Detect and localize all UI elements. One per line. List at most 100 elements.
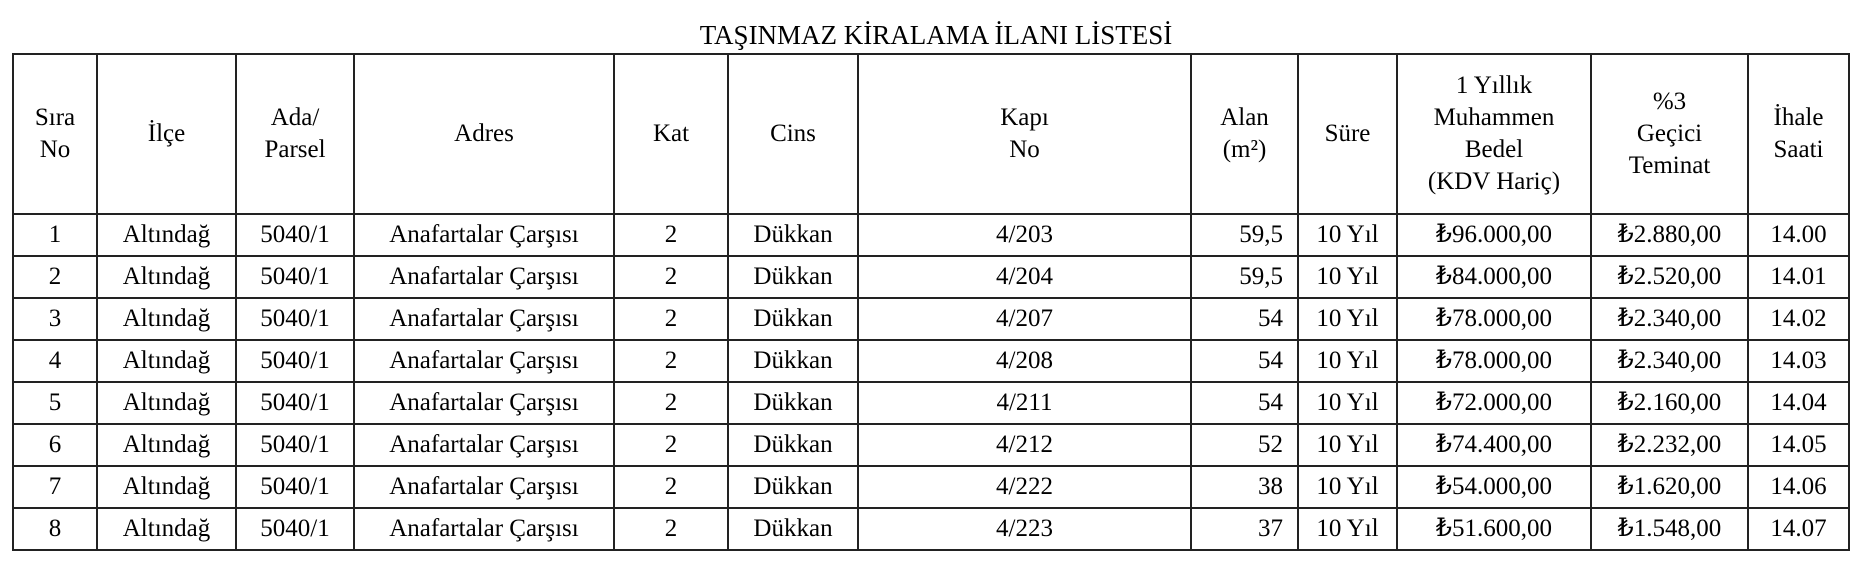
- column-header-cins: Cins: [727, 53, 859, 215]
- cell-ilce: Altındağ: [96, 507, 237, 551]
- cell-ihale-saati: 14.07: [1747, 507, 1850, 551]
- cell-alan: 37: [1190, 507, 1299, 551]
- header-text-line: (m²): [1222, 136, 1267, 163]
- cell-ada-parsel: 5040/1: [235, 507, 355, 551]
- cell-sira-no: 3: [12, 297, 98, 341]
- header-text-line: Ada/: [270, 104, 320, 131]
- header-text-line: Sıra: [34, 104, 76, 131]
- cell-ada-parsel: 5040/1: [235, 339, 355, 383]
- cell-gecici-teminat: ₺1.620,00: [1590, 465, 1749, 509]
- column-header-ihale-saati: İhale Saati: [1747, 53, 1850, 215]
- cell-adres: Anafartalar Çarşısı: [353, 381, 615, 425]
- cell-kapi-no: 4/223: [857, 507, 1192, 551]
- cell-muhammen-bedel: ₺78.000,00: [1396, 339, 1592, 383]
- column-header-kapi-no: Kapı No: [857, 53, 1192, 215]
- cell-sira-no: 5: [12, 381, 98, 425]
- cell-alan: 54: [1190, 339, 1299, 383]
- column-header-alan: Alan (m²): [1190, 53, 1299, 215]
- cell-kat: 2: [613, 507, 729, 551]
- cell-kat: 2: [613, 255, 729, 299]
- document-title: TAŞINMAZ KİRALAMA İLANI LİSTESİ: [699, 20, 1173, 50]
- cell-ihale-saati: 14.06: [1747, 465, 1850, 509]
- column-header-sure: Süre: [1297, 53, 1398, 215]
- cell-sure: 10 Yıl: [1297, 465, 1398, 509]
- cell-alan: 59,5: [1190, 255, 1299, 299]
- cell-kapi-no: 4/203: [857, 213, 1192, 257]
- cell-cins: Dükkan: [727, 381, 859, 425]
- cell-kapi-no: 4/208: [857, 339, 1192, 383]
- header-text-line: Cins: [770, 120, 816, 147]
- cell-adres: Anafartalar Çarşısı: [353, 507, 615, 551]
- cell-sira-no: 6: [12, 423, 98, 467]
- cell-muhammen-bedel: ₺84.000,00: [1396, 255, 1592, 299]
- column-header-kat: Kat: [613, 53, 729, 215]
- column-header-muhammen-bedel: 1 Yıllık Muhammen Bedel (KDV Hariç): [1396, 53, 1592, 215]
- column-header-gecici-teminat: %3 Geçici Teminat: [1590, 53, 1749, 215]
- header-text-line: Kat: [652, 120, 690, 147]
- header-text-line: İlçe: [147, 120, 186, 147]
- cell-ada-parsel: 5040/1: [235, 297, 355, 341]
- cell-kat: 2: [613, 423, 729, 467]
- cell-sira-no: 4: [12, 339, 98, 383]
- cell-muhammen-bedel: ₺96.000,00: [1396, 213, 1592, 257]
- header-text-line: (KDV Hariç): [1427, 168, 1561, 195]
- cell-ada-parsel: 5040/1: [235, 381, 355, 425]
- cell-sira-no: 1: [12, 213, 98, 257]
- cell-kat: 2: [613, 213, 729, 257]
- cell-ada-parsel: 5040/1: [235, 213, 355, 257]
- cell-adres: Anafartalar Çarşısı: [353, 297, 615, 341]
- cell-cins: Dükkan: [727, 339, 859, 383]
- cell-kapi-no: 4/212: [857, 423, 1192, 467]
- header-text-line: Saati: [1773, 136, 1824, 163]
- cell-alan: 52: [1190, 423, 1299, 467]
- header-row: Sıra No İlçe Ada/Parsel Adres Kat Cins Kapı No Al…: [12, 53, 1850, 215]
- cell-sure: 10 Yıl: [1297, 423, 1398, 467]
- table-row: 4 Altındağ 5040/1 Anafartalar Çarşısı 2 Dükka…: [12, 339, 1850, 383]
- cell-muhammen-bedel: ₺51.600,00: [1396, 507, 1592, 551]
- table-row: 3 Altındağ 5040/1 Anafartalar Çarşısı 2 Dükka…: [12, 297, 1850, 341]
- cell-alan: 54: [1190, 297, 1299, 341]
- cell-sure: 10 Yıl: [1297, 255, 1398, 299]
- header-text-line: No: [39, 136, 71, 163]
- cell-adres: Anafartalar Çarşısı: [353, 213, 615, 257]
- header-text-line: Kapı: [1000, 104, 1049, 131]
- cell-gecici-teminat: ₺2.340,00: [1590, 339, 1749, 383]
- cell-ihale-saati: 14.04: [1747, 381, 1850, 425]
- cell-gecici-teminat: ₺1.548,00: [1590, 507, 1749, 551]
- cell-ilce: Altındağ: [96, 465, 237, 509]
- cell-ilce: Altındağ: [96, 423, 237, 467]
- cell-ada-parsel: 5040/1: [235, 465, 355, 509]
- column-header-adres: Adres: [353, 53, 615, 215]
- cell-muhammen-bedel: ₺54.000,00: [1396, 465, 1592, 509]
- cell-kat: 2: [613, 381, 729, 425]
- cell-ilce: Altındağ: [96, 213, 237, 257]
- header-text-line: Bedel: [1464, 136, 1524, 163]
- header-text-line: %3: [1652, 88, 1687, 115]
- header-text-line: Adres: [454, 120, 514, 147]
- cell-ihale-saati: 14.02: [1747, 297, 1850, 341]
- cell-sure: 10 Yıl: [1297, 213, 1398, 257]
- cell-ilce: Altındağ: [96, 255, 237, 299]
- header-text-line: Muhammen: [1433, 104, 1555, 131]
- table-row: 1 Altındağ 5040/1 Anafartalar Çarşısı 2 Dükka…: [12, 213, 1850, 257]
- cell-cins: Dükkan: [727, 213, 859, 257]
- cell-ilce: Altındağ: [96, 297, 237, 341]
- cell-gecici-teminat: ₺2.520,00: [1590, 255, 1749, 299]
- cell-alan: 54: [1190, 381, 1299, 425]
- cell-ihale-saati: 14.01: [1747, 255, 1850, 299]
- cell-alan: 59,5: [1190, 213, 1299, 257]
- cell-adres: Anafartalar Çarşısı: [353, 423, 615, 467]
- cell-kapi-no: 4/222: [857, 465, 1192, 509]
- header-text-line: Süre: [1324, 120, 1371, 147]
- cell-cins: Dükkan: [727, 507, 859, 551]
- cell-ihale-saati: 14.03: [1747, 339, 1850, 383]
- header-text-line: Geçici: [1636, 120, 1703, 147]
- cell-muhammen-bedel: ₺72.000,00: [1396, 381, 1592, 425]
- table-row: 6 Altındağ 5040/1 Anafartalar Çarşısı 2 Dükka…: [12, 423, 1850, 467]
- cell-muhammen-bedel: ₺74.400,00: [1396, 423, 1592, 467]
- cell-ihale-saati: 14.05: [1747, 423, 1850, 467]
- cell-kat: 2: [613, 465, 729, 509]
- cell-gecici-teminat: ₺2.340,00: [1590, 297, 1749, 341]
- rental-listing-table: Sıra No İlçe Ada/Parsel Adres Kat Cins Kapı No Al…: [12, 53, 1850, 551]
- cell-cins: Dükkan: [727, 423, 859, 467]
